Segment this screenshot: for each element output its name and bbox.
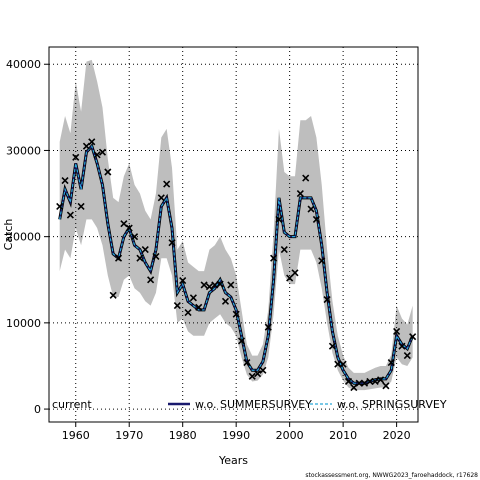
observed-point-1973 xyxy=(141,246,149,254)
observed-point-1976 xyxy=(157,194,165,202)
tick-label-y-0: 0 xyxy=(34,403,41,416)
observed-point-2017 xyxy=(376,376,385,384)
observed-point-1986 xyxy=(211,281,219,289)
observed-point-1957 xyxy=(56,202,64,211)
observed-point-1982 xyxy=(189,294,197,302)
observed-point-1977 xyxy=(163,180,171,188)
observed-point-2001 xyxy=(291,269,299,277)
observed-point-2002 xyxy=(296,189,304,198)
tick-label-x-1960: 1960 xyxy=(62,429,90,442)
observed-point-2018 xyxy=(382,382,390,390)
x-axis-label: Years xyxy=(218,454,248,467)
observed-point-1980 xyxy=(179,277,187,285)
observed-point-2020 xyxy=(393,327,401,336)
observed-point-2013 xyxy=(355,379,363,387)
observed-point-1964 xyxy=(93,151,101,159)
footer-credit: stockassessment.org, NWWG2023_faroehaddo… xyxy=(305,472,478,479)
observed-point-2003 xyxy=(302,174,310,182)
observed-point-1989 xyxy=(227,281,235,289)
tick-label-x-2000: 2000 xyxy=(276,429,304,442)
observed-point-1985 xyxy=(205,283,214,291)
legend-label-0: current xyxy=(52,398,92,411)
observed-point-1963 xyxy=(88,138,96,146)
observed-point-1992 xyxy=(243,358,251,367)
observed-point-2009 xyxy=(334,360,342,368)
y-axis-label: Catch xyxy=(2,219,15,251)
observed-point-1970 xyxy=(125,224,133,232)
observed-point-1979 xyxy=(173,302,181,310)
observed-point-1978 xyxy=(168,239,176,247)
observed-point-1981 xyxy=(184,308,192,317)
observed-point-1996 xyxy=(264,323,272,331)
observed-point-1994 xyxy=(253,370,262,378)
observed-point-2016 xyxy=(371,377,379,386)
observed-point-1991 xyxy=(237,337,246,345)
tick-label-y-20000: 20000 xyxy=(6,231,41,244)
observed-point-1965 xyxy=(98,148,107,156)
observed-point-1959 xyxy=(66,211,74,219)
legend-label-1: w.o. SUMMERSURVEY xyxy=(195,398,312,411)
observed-point-1999 xyxy=(280,246,288,254)
observed-point-2004 xyxy=(307,205,315,213)
observed-point-1967 xyxy=(109,291,117,299)
tick-label-y-10000: 10000 xyxy=(6,317,41,330)
tick-label-x-1980: 1980 xyxy=(169,429,197,442)
confidence-band-area xyxy=(59,59,413,391)
observed-point-1998 xyxy=(275,215,283,223)
observed-point-1971 xyxy=(130,233,139,241)
tick-label-x-1970: 1970 xyxy=(115,429,143,442)
observed-point-1974 xyxy=(147,276,155,284)
tick-label-x-1990: 1990 xyxy=(222,429,250,442)
observed-point-1988 xyxy=(221,297,230,305)
observed-point-1968 xyxy=(114,254,123,262)
observed-point-2014 xyxy=(360,379,369,387)
observed-point-2010 xyxy=(339,360,347,368)
legend: current w.o. SUMMERSURVEY w.o. SPRINGSURVE… xyxy=(52,398,447,411)
observed-point-1997 xyxy=(270,254,278,262)
observed-point-2021 xyxy=(398,342,406,350)
observed-point-1984 xyxy=(200,281,208,289)
observed-point-2000 xyxy=(286,274,294,282)
observed-point-1990 xyxy=(232,310,240,318)
observed-point-1995 xyxy=(259,366,267,374)
observed-point-1961 xyxy=(77,202,85,211)
observed-point-2023 xyxy=(409,333,417,341)
observed-point-1993 xyxy=(248,372,256,380)
tick-label-y-40000: 40000 xyxy=(6,58,41,71)
observed-point-2022 xyxy=(403,352,411,360)
tick-label-x-2020: 2020 xyxy=(383,429,411,442)
observed-point-2006 xyxy=(318,257,326,265)
confidence-band xyxy=(59,59,413,391)
observed-point-1972 xyxy=(136,254,144,262)
observed-point-1983 xyxy=(195,303,203,311)
plot-frame xyxy=(48,46,419,423)
observed-point-2011 xyxy=(344,377,353,386)
observed-point-1966 xyxy=(104,168,112,176)
observed-point-2005 xyxy=(312,215,320,223)
observed-point-2015 xyxy=(366,377,374,386)
observed-point-1987 xyxy=(216,280,224,288)
tick-label-y-30000: 30000 xyxy=(6,144,41,157)
observed-point-1958 xyxy=(61,177,69,185)
observed-point-2007 xyxy=(323,296,331,304)
axis-ticks: 1960 1970 1980 1990 2000 2010 2020 0 10000 20000 3… xyxy=(6,58,411,442)
observed-point-1975 xyxy=(152,252,160,261)
observed-catch-points xyxy=(56,138,417,392)
grid xyxy=(49,47,418,422)
observed-point-2008 xyxy=(328,342,337,350)
observed-point-2019 xyxy=(387,358,395,367)
observed-point-1960 xyxy=(72,153,80,161)
legend-label-2: w.o. SPRINGSURVEY xyxy=(337,398,447,411)
tick-label-x-2010: 2010 xyxy=(329,429,357,442)
